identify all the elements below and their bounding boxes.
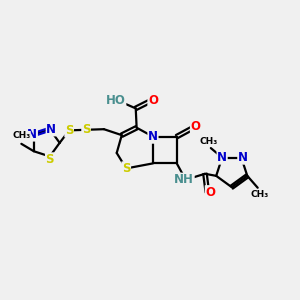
Text: S: S — [82, 123, 90, 136]
Text: N: N — [46, 123, 56, 136]
Text: CH₃: CH₃ — [250, 190, 268, 199]
Text: S: S — [46, 153, 54, 166]
Text: N: N — [27, 128, 37, 141]
Text: CH₃: CH₃ — [12, 131, 31, 140]
Text: N: N — [238, 151, 248, 164]
Text: S: S — [65, 124, 74, 137]
Text: S: S — [122, 162, 130, 175]
Text: O: O — [190, 120, 200, 133]
Text: NH: NH — [174, 173, 194, 186]
Text: O: O — [205, 186, 215, 199]
Text: N: N — [148, 130, 158, 143]
Text: N: N — [217, 151, 227, 164]
Text: CH₃: CH₃ — [199, 137, 218, 146]
Text: O: O — [148, 94, 158, 107]
Text: HO: HO — [106, 94, 126, 107]
